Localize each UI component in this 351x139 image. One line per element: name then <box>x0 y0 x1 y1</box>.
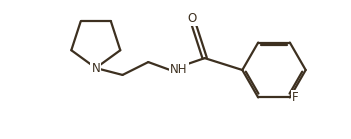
Text: F: F <box>292 91 298 104</box>
Text: N: N <box>91 62 100 75</box>
Text: O: O <box>187 12 197 25</box>
Text: NH: NH <box>170 64 187 76</box>
